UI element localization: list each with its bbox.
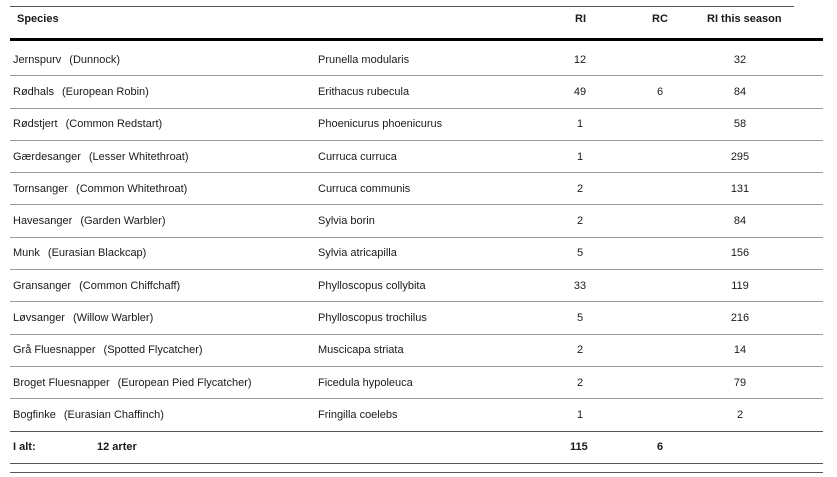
bottom-rule [10, 472, 823, 473]
species-table-body: Jernspurv (Dunnock) Prunella modularis 12 32… [10, 44, 823, 432]
table-row: Tornsanger (Common Whitethroat) Curruca co… [10, 173, 823, 206]
species-name: Gærdesanger (Lesser Whitethroat) [13, 151, 189, 163]
table-row: Gærdesanger (Lesser Whitethroat) Curruca c… [10, 141, 823, 174]
english-name: (European Robin) [61, 85, 149, 98]
ri-season-value: 84 [733, 85, 747, 98]
local-name: Rødstjert [13, 118, 58, 131]
header-ri-season: RI this season [707, 13, 782, 25]
table-row: Rødhals (European Robin) Erithacus rubecul… [10, 76, 823, 109]
ri-value: 2 [576, 215, 584, 228]
ri-value: 1 [576, 408, 584, 421]
ri-season-value: 32 [733, 53, 747, 66]
scientific-name: Phoenicurus phoenicurus [318, 118, 443, 131]
ri-season-value: 84 [733, 215, 747, 228]
table-row: Grå Fluesnapper (Spotted Flycatcher) Musci… [10, 335, 823, 367]
english-name: (Common Whitethroat) [76, 182, 188, 195]
english-name: (Spotted Flycatcher) [103, 344, 203, 357]
species-name: Havesanger (Garden Warbler) [13, 215, 166, 227]
local-name: Gærdesanger [13, 150, 81, 163]
header-divider [10, 38, 823, 41]
header-rc: RC [652, 13, 668, 25]
table-row: Broget Fluesnapper (European Pied Flycatc… [10, 367, 823, 400]
header-species: Species [17, 13, 59, 25]
table-row: Jernspurv (Dunnock) Prunella modularis 12 32 [10, 44, 823, 77]
table-row: Rødstjert (Common Redstart) Phoenicurus ph… [10, 109, 823, 141]
local-name: Bogfinke [13, 408, 56, 421]
table-row: Munk (Eurasian Blackcap) Sylvia atricapill… [10, 238, 823, 271]
english-name: (Eurasian Blackcap) [47, 247, 147, 260]
ri-value: 49 [573, 85, 587, 98]
scientific-name: Sylvia atricapilla [318, 247, 397, 260]
local-name: Jernspurv [13, 53, 62, 66]
total-ri: 115 [570, 441, 588, 453]
total-label: I alt: [13, 441, 36, 453]
species-name: Tornsanger (Common Whitethroat) [13, 183, 187, 195]
species-name: Munk (Eurasian Blackcap) [13, 247, 146, 259]
ri-season-value: 156 [730, 247, 750, 260]
english-name: (Common Chiffchaff) [79, 279, 181, 292]
scientific-name: Sylvia borin [318, 215, 375, 228]
english-name: (Eurasian Chaffinch) [63, 408, 164, 421]
scientific-name: Erithacus rubecula [318, 85, 410, 98]
ri-season-value: 131 [730, 182, 750, 195]
species-name: Gransanger (Common Chiffchaff) [13, 280, 180, 292]
local-name: Munk [13, 247, 40, 260]
total-rc: 6 [657, 441, 664, 453]
ri-value: 2 [576, 344, 584, 357]
ri-season-value: 14 [733, 344, 747, 357]
ri-value: 2 [576, 182, 584, 195]
english-name: (Lesser Whitethroat) [88, 150, 189, 163]
scientific-name: Ficedula hypoleuca [318, 376, 413, 389]
scientific-name: Fringilla coelebs [318, 408, 398, 421]
top-rule [10, 6, 794, 7]
ri-season-value: 79 [733, 376, 747, 389]
ri-season-value: 2 [736, 408, 744, 421]
local-name: Havesanger [13, 215, 73, 228]
table-row: Gransanger (Common Chiffchaff) Phylloscopu… [10, 270, 823, 303]
ri-value: 2 [576, 376, 584, 389]
english-name: (Dunnock) [69, 53, 121, 66]
species-name: Jernspurv (Dunnock) [13, 54, 120, 66]
rc-value: 6 [656, 85, 664, 98]
ri-season-value: 216 [730, 312, 750, 325]
english-name: (Common Redstart) [65, 118, 163, 131]
table-row: Løvsanger (Willow Warbler) Phylloscopus tr… [10, 302, 823, 335]
ri-season-value: 58 [733, 118, 747, 131]
species-name: Rødstjert (Common Redstart) [13, 118, 162, 130]
ri-value: 5 [576, 312, 584, 325]
species-name: Broget Fluesnapper (European Pied Flycatc… [13, 377, 252, 389]
ri-season-value: 119 [731, 279, 749, 292]
table-row: Havesanger (Garden Warbler) Sylvia borin 2 8… [10, 205, 823, 238]
english-name: (Willow Warbler) [72, 312, 154, 325]
header-ri: RI [575, 13, 586, 25]
scientific-name: Phylloscopus collybita [318, 279, 426, 292]
local-name: Gransanger [13, 279, 72, 292]
species-name: Løvsanger (Willow Warbler) [13, 312, 153, 324]
english-name: (European Pied Flycatcher) [117, 376, 252, 389]
scientific-name: Curruca curruca [318, 150, 397, 163]
species-name: Bogfinke (Eurasian Chaffinch) [13, 409, 164, 421]
ri-season-value: 295 [730, 150, 750, 163]
scientific-name: Curruca communis [318, 182, 411, 195]
local-name: Broget Fluesnapper [13, 376, 110, 389]
table-row: Bogfinke (Eurasian Chaffinch) Fringilla co… [10, 399, 823, 432]
local-name: Grå Fluesnapper [13, 344, 96, 357]
local-name: Rødhals [13, 85, 54, 98]
ri-value: 5 [576, 247, 584, 260]
english-name: (Garden Warbler) [80, 215, 166, 228]
scientific-name: Muscicapa striata [318, 344, 404, 357]
ri-value: 1 [576, 118, 584, 131]
scientific-name: Prunella modularis [318, 53, 410, 66]
ri-value: 1 [576, 150, 584, 163]
local-name: Løvsanger [13, 312, 65, 325]
table-header: Species RI RC RI this season [10, 8, 823, 40]
local-name: Tornsanger [13, 182, 69, 195]
species-name: Rødhals (European Robin) [13, 86, 149, 98]
total-species-count: 12 arter [97, 441, 137, 453]
species-name: Grå Fluesnapper (Spotted Flycatcher) [13, 344, 203, 356]
ri-value: 33 [573, 279, 587, 292]
total-row: I alt: 12 arter 115 6 [10, 433, 823, 464]
ri-value: 12 [573, 53, 587, 66]
scientific-name: Phylloscopus trochilus [318, 312, 427, 325]
